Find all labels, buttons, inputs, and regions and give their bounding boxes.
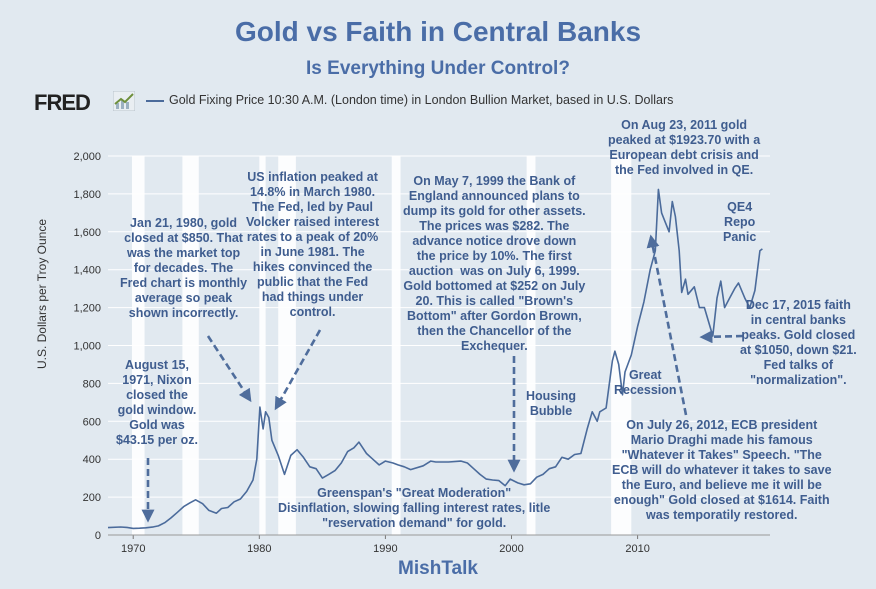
chart-title: Gold vs Faith in Central Banks [234,16,642,47]
annotation-browns-bottom: On May 7, 1999 the Bank of England annou… [403,174,586,353]
chart-subtitle: Is Everything Under Control? [306,58,570,79]
y-tick-label-7: 1,400 [73,265,101,277]
y-tick-label-9: 1,800 [73,189,101,201]
y-tick-label-1: 200 [83,492,101,504]
series-line-0 [107,188,763,530]
y-tick-label-4: 800 [83,378,101,390]
annotation-draghi: On July 26, 2012, ECB president Mario Dr… [612,418,832,522]
annotation-2015-faith: Dec 17, 2015 faith in central banks peak… [740,298,857,387]
annotation-2011-peak: On Aug 23, 2011 gold peaked at $1923.70 … [608,118,761,177]
annotation-1980-top: Jan 21, 1980, gold closed at $850. That … [120,216,248,320]
annotation-qe4: QE4 Repo Panic [723,200,757,244]
fred-logo: FRED [34,90,91,115]
legend-swatch [146,100,164,102]
annotation-arrow-0 [206,335,252,403]
y-tick-label-10: 2,000 [73,151,101,163]
annotation-housing-bubble: Housing Bubble [526,389,576,418]
annotation-arrow-5 [699,330,744,344]
source-credit: MishTalk [398,558,478,579]
y-tick-label-6: 1,200 [73,303,101,315]
y-tick-label-0: 0 [95,530,101,542]
y-tick-label-5: 1,000 [73,341,101,353]
annotation-arrow-4 [646,234,688,416]
x-tick-label-4: 2010 [625,543,649,555]
legend-label: Gold Fixing Price 10:30 A.M. (London tim… [169,93,674,107]
x-tick-label-2: 1990 [373,543,397,555]
annotation-nixon: August 15, 1971, Nixon closed the gold w… [116,358,198,447]
y-tick-label-2: 400 [83,454,101,466]
y-tick-label-8: 1,600 [73,227,101,239]
fred-chart-icon [113,91,135,111]
annotation-volcker: US inflation peaked at 14.8% in March 19… [246,170,380,319]
annotation-great-moderation: Greenspan's "Great Moderation" Disinflat… [278,486,551,530]
annotation-great-recession: Great Recession [614,368,677,397]
annotation-arrow-1 [274,329,322,411]
y-tick-label-3: 600 [83,416,101,428]
x-tick-label-1: 1980 [247,543,271,555]
x-tick-label-0: 1970 [121,543,145,555]
x-tick-label-3: 2000 [499,543,523,555]
